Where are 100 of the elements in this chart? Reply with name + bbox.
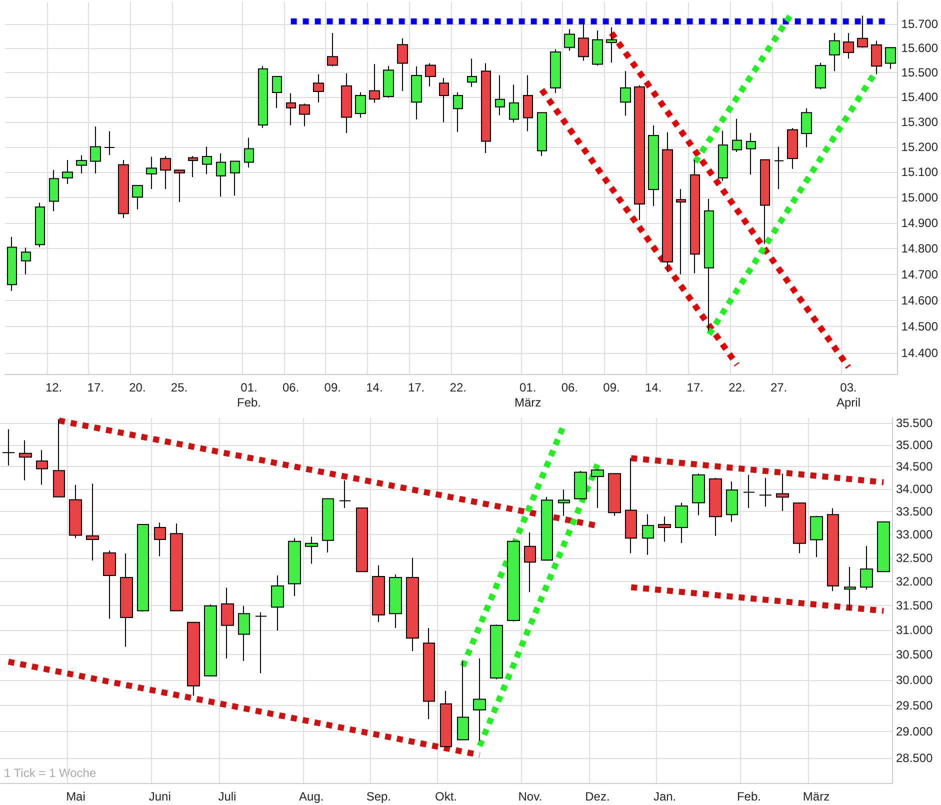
candlestick xyxy=(21,247,31,275)
candlestick xyxy=(608,473,621,516)
candlestick xyxy=(658,516,671,542)
x-tick-label: 22. xyxy=(450,380,466,394)
y-tick-label: 15.100 xyxy=(901,165,938,180)
y-tick-label: 15.500 xyxy=(901,66,938,80)
y-tick-label: 29.500 xyxy=(896,698,934,713)
x-tick-label: 27. xyxy=(770,380,788,394)
candlestick xyxy=(369,63,380,104)
candlestick xyxy=(857,15,868,48)
candlestick xyxy=(341,72,352,134)
candlestick xyxy=(132,184,143,210)
candlestick xyxy=(299,103,310,127)
candlestick xyxy=(238,605,250,662)
candlestick xyxy=(676,188,686,275)
candlestick xyxy=(372,564,385,623)
candlestick xyxy=(810,515,823,558)
y-tick-label: 34.000 xyxy=(896,482,934,496)
y-tick-label: 31.000 xyxy=(896,622,934,637)
candlestick xyxy=(718,130,728,182)
candlestick xyxy=(103,550,116,620)
x-tick-label: 14. xyxy=(366,380,383,394)
candlestick xyxy=(574,470,587,500)
candlestick xyxy=(726,481,738,522)
y-tick-label: 33.500 xyxy=(896,504,934,519)
y-tick-label: 32.000 xyxy=(896,574,934,588)
candlestick xyxy=(137,524,149,612)
candlestick xyxy=(774,146,784,190)
x-tick-label: 03. April xyxy=(836,380,861,410)
x-tick-label: Juli xyxy=(218,790,236,804)
candlestick xyxy=(244,137,254,168)
candlestick xyxy=(457,660,469,740)
candlestick xyxy=(425,62,436,87)
x-tick-label: Feb. xyxy=(736,790,761,804)
candlestick xyxy=(188,155,198,178)
candlestick xyxy=(550,48,561,94)
candlestick xyxy=(383,65,394,98)
candlestick xyxy=(36,450,48,486)
candlestick xyxy=(146,156,157,190)
candlestick xyxy=(104,130,115,156)
candlestick xyxy=(411,66,422,120)
candlestick xyxy=(524,532,536,593)
candlestick xyxy=(558,489,570,516)
candlestick xyxy=(322,498,334,554)
candlestick xyxy=(760,159,770,244)
candlestick xyxy=(620,70,631,116)
candlestick xyxy=(871,40,882,75)
candlestick xyxy=(541,496,553,561)
candlestick xyxy=(339,480,351,508)
candlestick xyxy=(704,198,714,332)
y-tick-label: 29.000 xyxy=(896,724,934,739)
x-tick-label: 12. xyxy=(45,380,62,394)
candlestick xyxy=(634,84,645,221)
candlestick xyxy=(288,538,301,597)
candlestick xyxy=(187,622,200,696)
candlestick xyxy=(746,132,756,176)
candlestick xyxy=(49,169,59,212)
candlestick xyxy=(625,458,637,554)
candlestick xyxy=(204,604,217,676)
candlestick xyxy=(453,92,463,132)
candlestick xyxy=(216,152,226,198)
x-tick-label: 17. xyxy=(686,380,704,394)
y-tick-label: 15.200 xyxy=(901,140,938,154)
x-tick-label: Aug. xyxy=(299,790,324,804)
candlestick xyxy=(440,690,452,748)
x-tick-label: 09. xyxy=(603,380,620,394)
candlestick xyxy=(327,32,338,67)
candlestick xyxy=(19,440,32,481)
candlestick xyxy=(389,574,402,628)
x-tick-label: 01. März xyxy=(514,380,542,410)
x-tick-label: Sep. xyxy=(366,790,392,804)
y-tick-label: 14.800 xyxy=(901,241,938,256)
x-tick-label: Nov. xyxy=(518,790,542,804)
x-tick-label: 01. Feb. xyxy=(236,380,261,410)
candlestick xyxy=(648,124,659,207)
x-tick-label: 09. xyxy=(324,380,341,394)
candlestick xyxy=(35,202,45,248)
y-tick-label: 14.700 xyxy=(901,267,938,282)
y-tick-label: 14.600 xyxy=(901,293,938,308)
candlestick xyxy=(423,627,435,720)
y-tick-label: 31.500 xyxy=(896,598,934,613)
candlestick xyxy=(844,566,856,611)
candlestick xyxy=(86,483,99,561)
candlestick xyxy=(709,477,722,536)
candlestick xyxy=(305,536,318,564)
y-tick-label: 35.000 xyxy=(896,438,934,452)
y-tick-label: 35.500 xyxy=(896,416,934,430)
candlestick xyxy=(885,47,896,70)
candlestick xyxy=(255,612,267,674)
y-tick-label: 30.000 xyxy=(896,672,934,687)
y-tick-label: 14.500 xyxy=(901,319,938,334)
candlestick xyxy=(793,502,806,554)
x-tick-label: Mai xyxy=(66,790,86,804)
x-tick-label: 14. xyxy=(644,380,662,394)
candlestick xyxy=(860,546,873,590)
x-tick-label: März xyxy=(802,790,830,804)
annotation: 1 Tick = 1 Woche xyxy=(4,766,96,780)
candlestick xyxy=(692,473,705,516)
candlestick xyxy=(591,470,604,508)
x-tick-label: 22. xyxy=(728,380,746,394)
